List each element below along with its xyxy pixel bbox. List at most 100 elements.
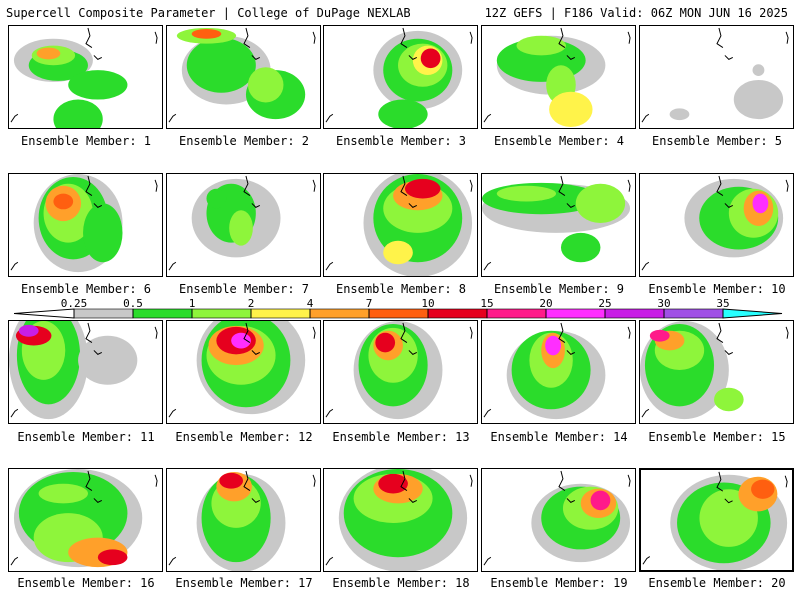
colorbar-upper-arrow (722, 308, 783, 319)
ensemble-member-label: Ensemble Member: 20 (648, 576, 786, 590)
ensemble-member-label: Ensemble Member: 7 (178, 282, 310, 296)
ensemble-map-panel (481, 468, 636, 572)
scp-field-map (483, 322, 631, 420)
ensemble-map-panel (166, 173, 321, 277)
lake-outline (716, 322, 734, 355)
scp-field-map (325, 174, 473, 276)
lake-outline (558, 322, 576, 355)
coastline (10, 113, 19, 123)
coastline (325, 408, 334, 418)
scp-contour-shape (545, 335, 561, 356)
scp-field-map (168, 470, 316, 571)
colorbar-segment (486, 308, 547, 319)
scp-contour-shape (575, 183, 626, 224)
ensemble-map-panel (481, 25, 636, 129)
coastline (154, 179, 158, 192)
colorbar-segment (663, 308, 724, 319)
coastline (641, 261, 650, 271)
ensemble-map-panel (8, 320, 163, 424)
coastline (312, 474, 316, 487)
colorbar-tick-label: 7 (366, 298, 373, 310)
scp-field-map (641, 27, 789, 123)
colorbar-tick-label: 15 (480, 298, 493, 310)
ensemble-member-label: Ensemble Member: 15 (648, 430, 786, 444)
colorbar-segment (427, 308, 488, 319)
ensemble-member-label: Ensemble Member: 8 (335, 282, 467, 296)
colorbar-tick-label: 0.5 (123, 298, 143, 310)
colorbar-tick-label: 25 (598, 298, 611, 310)
coastline (325, 113, 334, 123)
colorbar-tick-label: 20 (539, 298, 552, 310)
ensemble-member-label: Ensemble Member: 17 (175, 576, 313, 590)
ensemble-map-panel (481, 173, 636, 277)
colorbar-segment (368, 308, 429, 319)
coastline (785, 326, 789, 339)
lake-outline (243, 27, 261, 60)
scp-contour-shape (378, 99, 428, 128)
coastline (469, 31, 473, 44)
coastline (627, 31, 631, 44)
ensemble-map-panel (323, 320, 478, 424)
lake-outline (85, 322, 103, 355)
ensemble-member-label: Ensemble Member: 13 (332, 430, 470, 444)
scp-field-map (483, 27, 631, 128)
scp-contour-shape (18, 324, 39, 337)
lake-outline (716, 27, 734, 60)
scp-contour-shape (752, 193, 769, 214)
colorbar-svg: 0.25 0.5 1 2 4 7 10 15 20 25 30 35 (13, 297, 783, 319)
scp-contour-shape (751, 479, 775, 499)
scp-contour-shape (752, 64, 765, 77)
ensemble-map-panel (166, 320, 321, 424)
colorbar-tick-label: 4 (307, 298, 314, 310)
ensemble-member-label: Ensemble Member: 6 (20, 282, 152, 296)
ensemble-member-label: Ensemble Member: 3 (335, 134, 467, 148)
ensemble-map-panel (8, 25, 163, 129)
scp-contour-shape (669, 108, 690, 121)
scp-contour-shape (53, 193, 74, 210)
ensemble-member-label: Ensemble Member: 14 (490, 430, 628, 444)
scp-contour-shape (229, 210, 253, 246)
colorbar-segment (132, 308, 193, 319)
ensemble-member-label: Ensemble Member: 9 (493, 282, 625, 296)
scp-contour-shape (404, 178, 441, 199)
coastline (785, 179, 789, 192)
scp-contour-shape (516, 35, 566, 56)
scp-field-map (10, 27, 158, 128)
coastline (168, 261, 177, 271)
scp-field-map (10, 174, 158, 273)
lake-outline (716, 471, 733, 504)
ensemble-map-panel (323, 173, 478, 277)
ensemble-map-panel (323, 468, 478, 572)
coastline (325, 261, 334, 271)
scp-contour-shape (247, 67, 284, 103)
coastline (469, 326, 473, 339)
scp-contour-shape (590, 490, 611, 511)
scp-field-map (325, 321, 473, 420)
coastline (325, 556, 334, 566)
coastline (154, 326, 158, 339)
ensemble-map-panel (639, 25, 794, 129)
colorbar-tick-label: 1 (189, 298, 196, 310)
coastline (642, 556, 651, 565)
coastline (154, 31, 158, 44)
coastline (483, 408, 492, 418)
ensemble-map-panel (8, 468, 163, 572)
lake-outline (400, 175, 418, 208)
ensemble-member-label: Ensemble Member: 16 (17, 576, 155, 590)
scp-contour-shape (383, 240, 413, 265)
ensemble-member-label: Ensemble Member: 19 (490, 576, 628, 590)
coastline (785, 31, 789, 44)
lake-outline (400, 470, 418, 503)
scp-contour-shape (38, 483, 88, 504)
color-legend: 0.25 0.5 1 2 4 7 10 15 20 25 30 35 (13, 297, 790, 320)
lake-outline (243, 322, 261, 355)
ensemble-map-panel (639, 320, 794, 424)
ensemble-member-label: Ensemble Member: 11 (17, 430, 155, 444)
colorbar-tick-label: 2 (248, 298, 255, 310)
coastline (483, 261, 492, 271)
ensemble-map-panel (481, 320, 636, 424)
colorbar-tick-label: 30 (657, 298, 670, 310)
page-title: Supercell Composite Parameter | College … (6, 6, 411, 20)
coastline (627, 179, 631, 192)
scp-contour-shape (78, 335, 138, 385)
